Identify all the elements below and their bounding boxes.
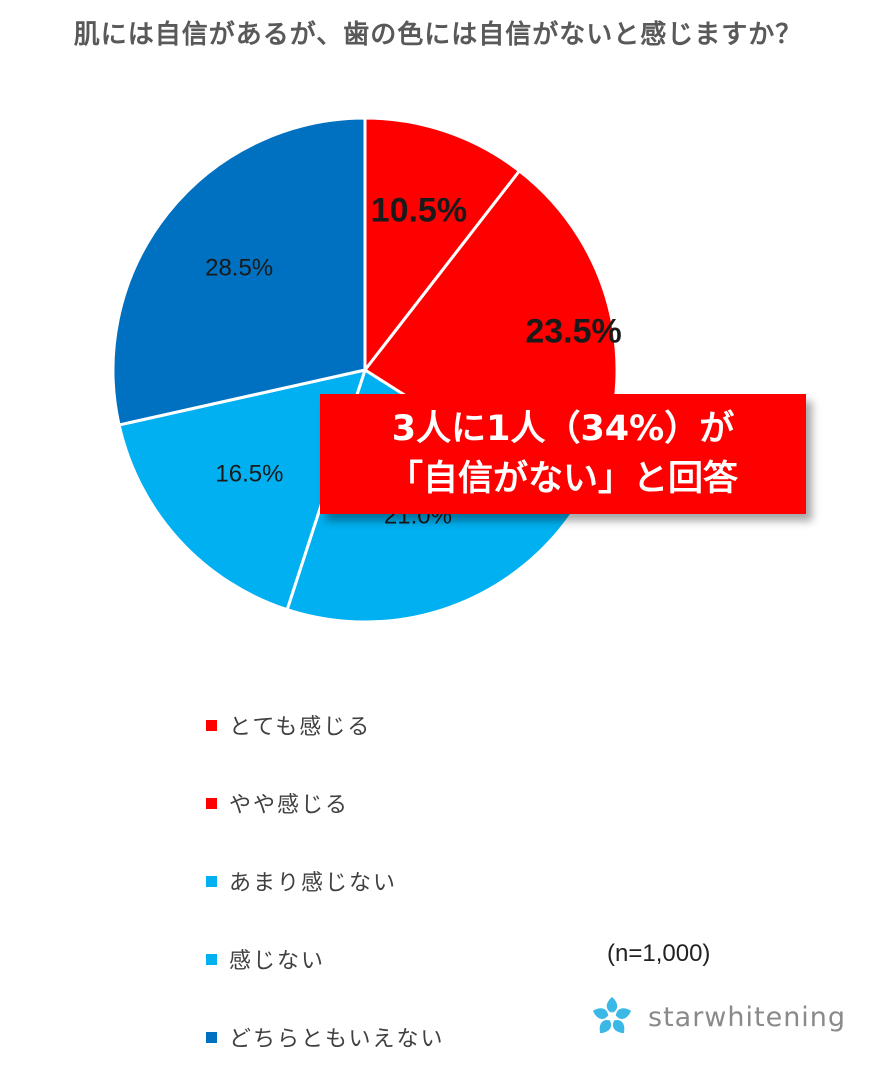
callout-line-2: 「自信がない」と回答 [387, 459, 738, 499]
slice-value-label: 23.5% [525, 313, 621, 351]
legend-swatch [206, 1031, 217, 1043]
pie-slice [111, 116, 367, 427]
callout-box: 3人に1人（34%）が 「自信がない」と回答 [320, 394, 806, 514]
slice-value-label: 16.5% [215, 460, 283, 487]
brand-logo: starwhitening [586, 994, 846, 1040]
legend-label: あまり感じない [229, 871, 398, 896]
sample-size-note: (n=1,000) [607, 940, 711, 967]
pie-slice [363, 116, 522, 375]
legend-item: あまり感じない [206, 842, 606, 920]
star-flower-logo-icon [592, 997, 632, 1034]
chart-title: 肌には自信があるが、歯の色には自信がないと感じますか？ [73, 20, 803, 50]
legend-item: やや感じる [206, 764, 606, 842]
pie-slice [117, 367, 368, 612]
legend-item: どちらともいえない [206, 998, 606, 1076]
legend-label: やや感じる [229, 793, 350, 818]
slice-value-label: 10.5% [371, 192, 467, 230]
legend-label: 感じない [229, 949, 326, 974]
legend-item: とても感じる [206, 686, 606, 764]
brand-name: starwhitening [648, 1001, 847, 1033]
slice-value-label: 28.5% [205, 255, 273, 282]
legend-swatch [206, 797, 217, 809]
legend-label: どちらともいえない [229, 1027, 445, 1052]
callout-line-1: 3人に1人（34%）が [391, 409, 735, 449]
legend-item: 感じない [206, 920, 606, 998]
pie-chart: 10.5%23.5%21.0%16.5%28.5% [111, 116, 622, 624]
legend-label: とても感じる [229, 715, 372, 740]
legend-swatch [206, 719, 217, 731]
legend-swatch [206, 875, 217, 887]
chart-legend: とても感じる やや感じるあまり感じない 感じないどちらともいえない [206, 686, 606, 1076]
legend-swatch [206, 953, 217, 965]
